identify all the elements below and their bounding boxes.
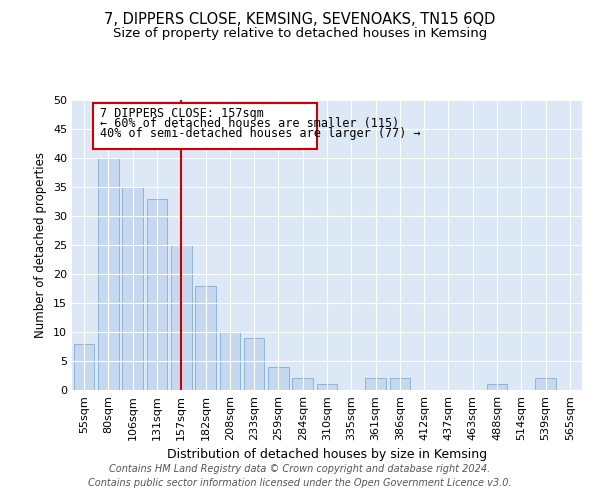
Bar: [487, 384, 508, 390]
FancyBboxPatch shape: [92, 103, 317, 150]
Text: 7 DIPPERS CLOSE: 157sqm: 7 DIPPERS CLOSE: 157sqm: [100, 107, 264, 120]
Bar: [122, 187, 143, 390]
Y-axis label: Number of detached properties: Number of detached properties: [34, 152, 47, 338]
Bar: [535, 378, 556, 390]
Text: Size of property relative to detached houses in Kemsing: Size of property relative to detached ho…: [113, 28, 487, 40]
Bar: [171, 245, 191, 390]
Bar: [195, 286, 216, 390]
Bar: [244, 338, 265, 390]
Bar: [146, 198, 167, 390]
X-axis label: Distribution of detached houses by size in Kemsing: Distribution of detached houses by size …: [167, 448, 487, 462]
Bar: [317, 384, 337, 390]
Bar: [292, 378, 313, 390]
Bar: [220, 332, 240, 390]
Text: 7, DIPPERS CLOSE, KEMSING, SEVENOAKS, TN15 6QD: 7, DIPPERS CLOSE, KEMSING, SEVENOAKS, TN…: [104, 12, 496, 28]
Text: ← 60% of detached houses are smaller (115): ← 60% of detached houses are smaller (11…: [100, 117, 399, 130]
Bar: [365, 378, 386, 390]
Bar: [74, 344, 94, 390]
Text: 40% of semi-detached houses are larger (77) →: 40% of semi-detached houses are larger (…: [100, 128, 421, 140]
Text: Contains HM Land Registry data © Crown copyright and database right 2024.
Contai: Contains HM Land Registry data © Crown c…: [88, 464, 512, 487]
Bar: [389, 378, 410, 390]
Bar: [98, 158, 119, 390]
Bar: [268, 367, 289, 390]
